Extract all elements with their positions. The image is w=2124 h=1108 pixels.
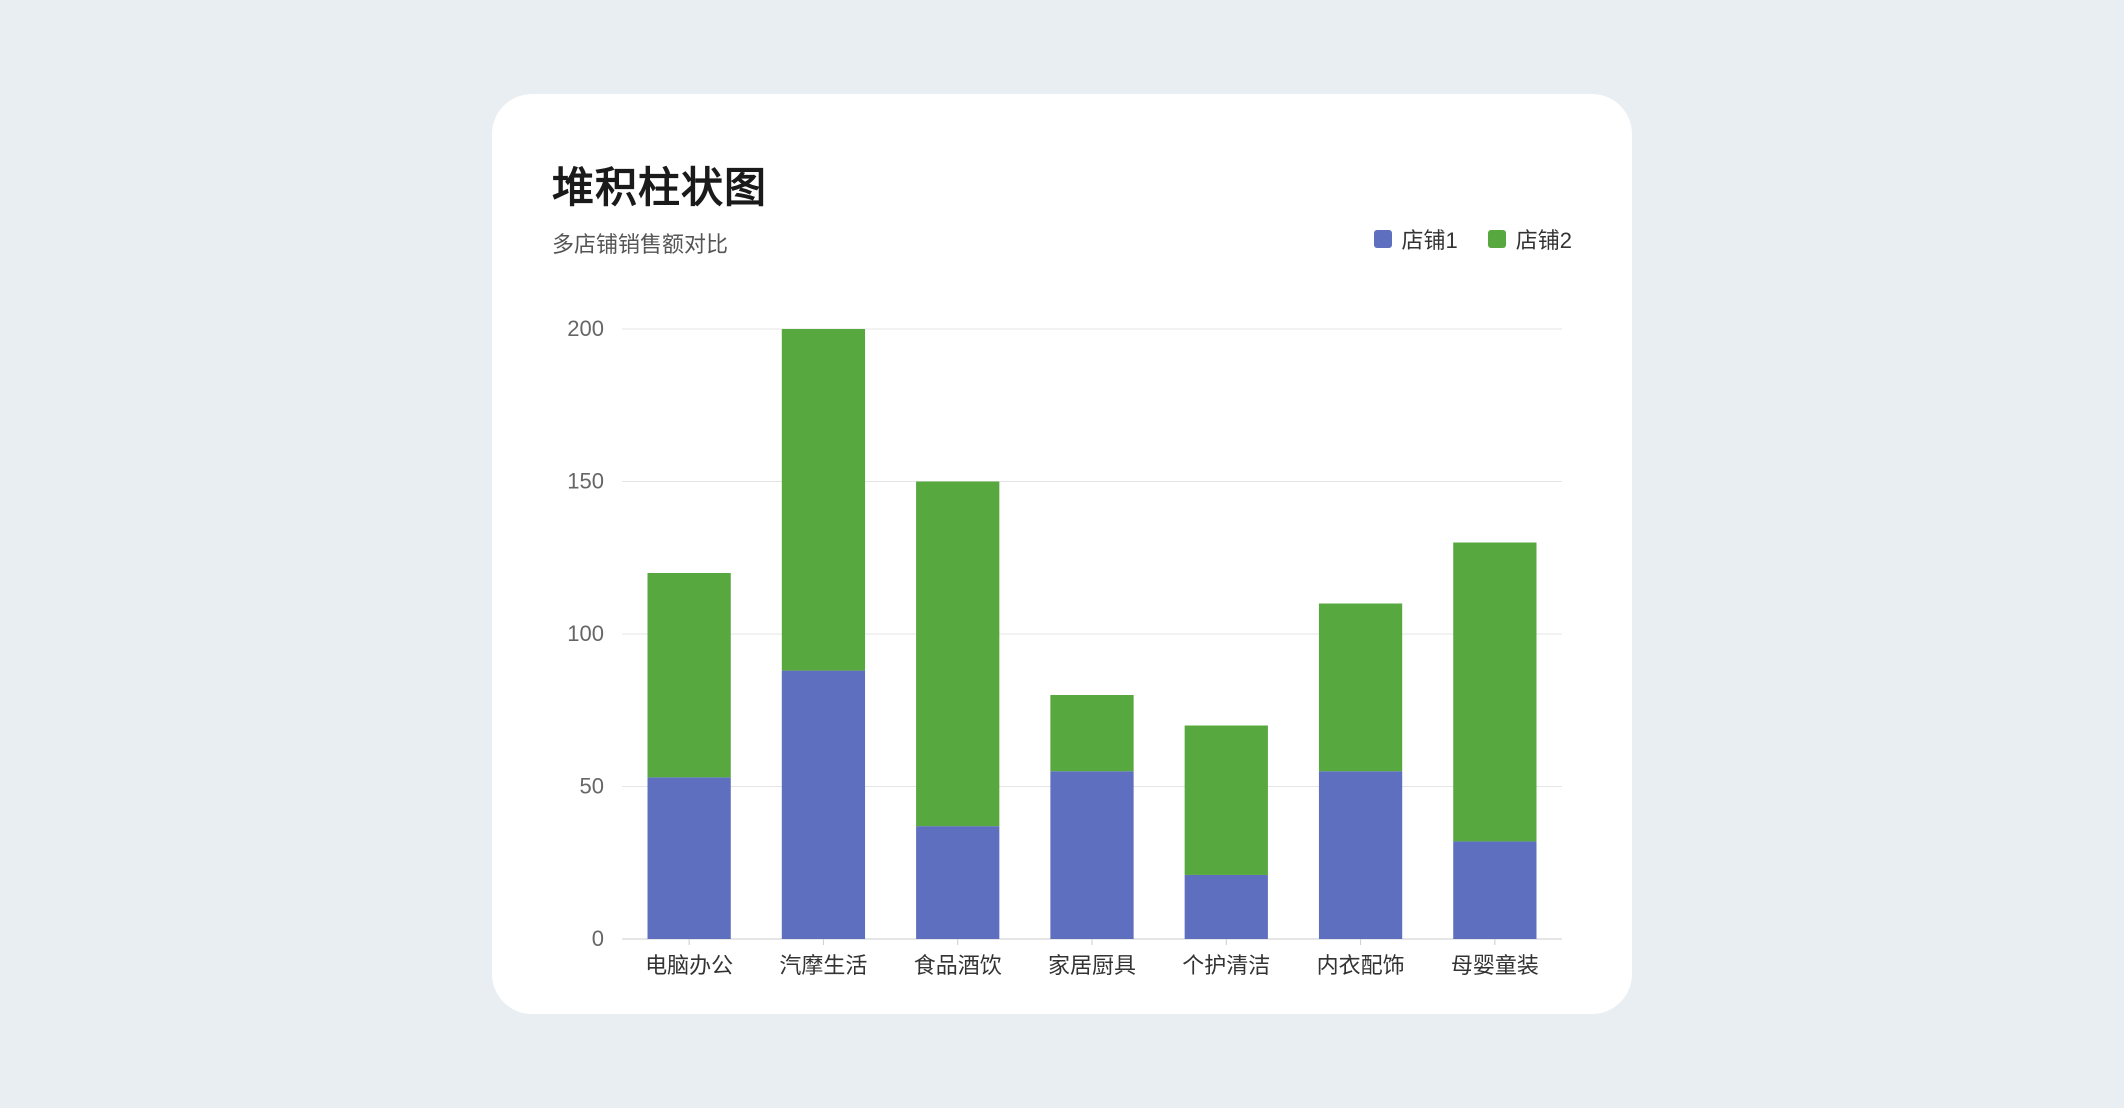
title-block: 堆积柱状图 多店铺销售额对比: [552, 154, 767, 259]
bar-segment: [1185, 726, 1268, 875]
x-tick-label: 汽摩生活: [779, 953, 867, 978]
legend-label: 店铺1: [1402, 223, 1458, 255]
plot-area: 0 50 100 150 200 电脑办公 汽摩生活 食品酒饮 家居厨具 个护清洁 内衣配饰 母婴童装: [552, 319, 1572, 989]
bar-segment: [1185, 875, 1268, 939]
stacked-bar-svg: 0 50 100 150 200 电脑办公 汽摩生活 食品酒饮 家居厨具 个护清洁 内衣配饰 母婴童装: [552, 319, 1572, 989]
bar-segment: [1050, 695, 1133, 771]
x-tick-label: 家居厨具: [1048, 953, 1136, 978]
x-tick-label: 个护清洁: [1182, 953, 1270, 978]
chart-header: 堆积柱状图 多店铺销售额对比 店铺1 店铺2: [552, 154, 1572, 259]
bar-segment: [782, 671, 865, 939]
legend-swatch: [1374, 230, 1392, 248]
legend-item: 店铺1: [1374, 223, 1458, 255]
y-tick-label: 200: [567, 319, 604, 341]
legend-swatch: [1488, 230, 1506, 248]
legend-label: 店铺2: [1516, 223, 1572, 255]
bar-segment: [1319, 604, 1402, 772]
bar-segment: [782, 329, 865, 671]
chart-title: 堆积柱状图: [552, 154, 767, 215]
bar-segment: [1319, 771, 1402, 939]
x-tick-label: 内衣配饰: [1317, 953, 1405, 978]
y-tick-label: 150: [567, 469, 604, 494]
x-tick-label: 食品酒饮: [914, 953, 1002, 978]
x-tick-label: 母婴童装: [1451, 953, 1539, 978]
chart-subtitle: 多店铺销售额对比: [552, 227, 767, 259]
bar-segment: [916, 482, 999, 827]
y-tick-label: 0: [592, 926, 604, 951]
bar-segment: [1453, 841, 1536, 939]
chart-card: 堆积柱状图 多店铺销售额对比 店铺1 店铺2 0 50 100 150 200 电脑办公 汽摩…: [492, 94, 1632, 1014]
chart-legend: 店铺1 店铺2: [1374, 223, 1573, 259]
bar-segment: [916, 826, 999, 939]
y-tick-label: 100: [567, 621, 604, 646]
bar-segment: [1050, 771, 1133, 939]
x-tick-label: 电脑办公: [645, 953, 733, 978]
bar-segment: [1453, 543, 1536, 842]
bar-segment: [648, 777, 731, 939]
legend-item: 店铺2: [1488, 223, 1572, 255]
y-tick-label: 50: [580, 774, 604, 799]
bar-segment: [648, 573, 731, 777]
